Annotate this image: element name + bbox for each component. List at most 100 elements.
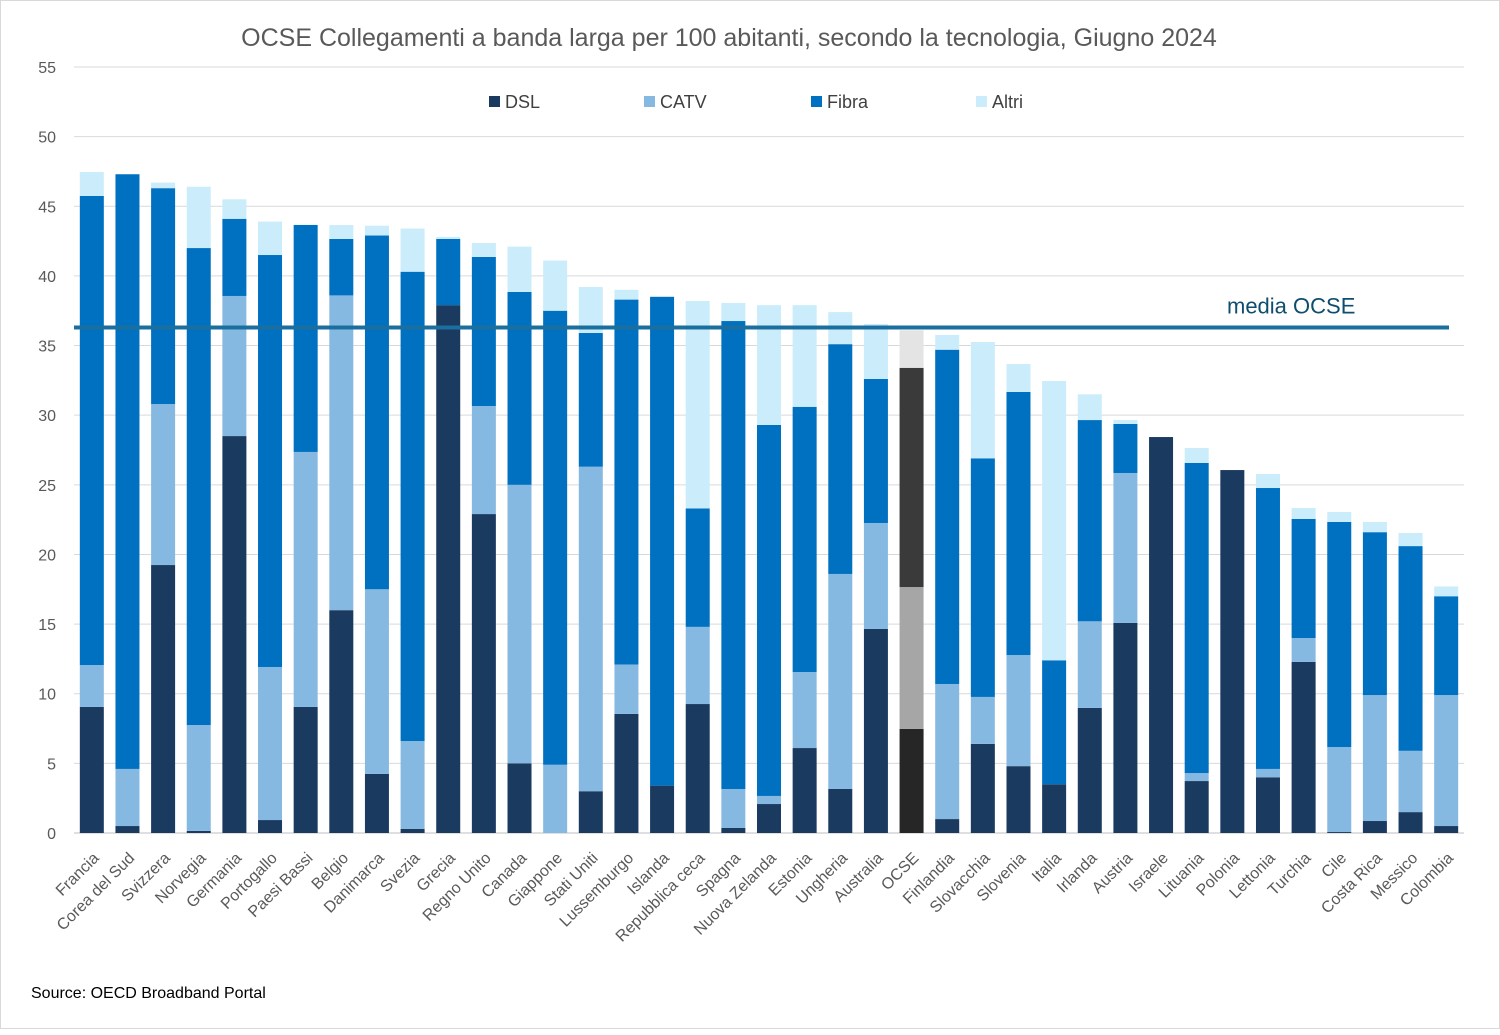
bar-segment-dsl bbox=[792, 748, 817, 833]
bar-segment-catv bbox=[614, 664, 639, 714]
legend-swatch-catv bbox=[644, 96, 655, 107]
bar-segment-dsl bbox=[899, 728, 924, 833]
bar-segment-dsl bbox=[400, 828, 425, 833]
bar-segment-fibra bbox=[1434, 596, 1459, 696]
bar-segment-dsl bbox=[1184, 781, 1209, 833]
bar-segment-fibra bbox=[828, 344, 853, 574]
bar-segment-altri bbox=[935, 334, 960, 350]
bar-segment-altri bbox=[1113, 420, 1138, 424]
bar-segment-altri bbox=[507, 246, 532, 292]
legend-label-fibra: Fibra bbox=[827, 92, 869, 112]
bar-segment-altri bbox=[970, 342, 995, 459]
bar-segment-dsl bbox=[115, 826, 140, 833]
bar-segment-catv bbox=[329, 295, 354, 611]
bar-segment-fibra bbox=[650, 296, 675, 786]
bar-segment-fibra bbox=[1006, 391, 1031, 656]
bar-segment-altri bbox=[685, 300, 710, 509]
bar-segment-altri bbox=[1327, 511, 1352, 523]
bar-segment-altri bbox=[1398, 533, 1423, 547]
bar-segment-fibra bbox=[721, 321, 746, 789]
bar-segment-catv bbox=[1113, 472, 1138, 623]
bar-segment-dsl bbox=[757, 804, 781, 833]
bar-segment-altri bbox=[578, 287, 603, 334]
bar-segment-altri bbox=[863, 323, 888, 379]
bar-segment-fibra bbox=[685, 508, 710, 627]
y-tick-label: 15 bbox=[38, 617, 56, 634]
bar-segment-catv bbox=[863, 522, 888, 629]
y-tick-label: 25 bbox=[38, 478, 56, 495]
bar-segment-dsl bbox=[1327, 832, 1352, 833]
bar-segment-dsl bbox=[436, 305, 461, 833]
bar-segment-altri bbox=[757, 305, 781, 425]
bar-segment-fibra bbox=[1291, 518, 1316, 639]
source-note: Source: OECD Broadband Portal bbox=[31, 985, 266, 1002]
bar-segment-fibra bbox=[1327, 522, 1352, 748]
bar-segment-catv bbox=[828, 573, 853, 789]
bar-segment-catv bbox=[471, 405, 496, 515]
bar-segment-fibra bbox=[1184, 462, 1209, 774]
bar-segment-catv bbox=[151, 404, 176, 566]
bar-segment-altri bbox=[400, 228, 425, 272]
bar-segment-fibra bbox=[400, 271, 425, 742]
bar-segment-catv bbox=[258, 666, 283, 821]
bar-segment-altri bbox=[1291, 507, 1316, 519]
bar-segment-fibra bbox=[863, 378, 888, 523]
bar-segment-dsl bbox=[1362, 821, 1387, 833]
y-tick-label: 50 bbox=[38, 130, 56, 147]
bar-segment-dsl bbox=[685, 704, 710, 833]
bar-segment-altri bbox=[899, 330, 924, 368]
bar-segment-dsl bbox=[1398, 812, 1423, 833]
bar-segment-fibra bbox=[792, 406, 817, 673]
bar-segment-fibra bbox=[471, 256, 496, 406]
bar-segment-fibra bbox=[258, 255, 283, 667]
bar-segment-catv bbox=[1327, 747, 1352, 833]
bar-segment-fibra bbox=[186, 248, 211, 726]
bar-segment-dsl bbox=[1434, 826, 1459, 833]
bar-segment-catv bbox=[1077, 621, 1102, 708]
bar-segment-catv bbox=[721, 788, 746, 828]
bar-segment-dsl bbox=[935, 819, 960, 833]
bar-segment-dsl bbox=[614, 713, 639, 833]
bar-segment-dsl bbox=[1113, 622, 1138, 833]
bar-segment-altri bbox=[1006, 364, 1031, 392]
y-tick-label: 40 bbox=[38, 269, 56, 286]
bar-segment-altri bbox=[258, 221, 283, 256]
bar-segment-dsl bbox=[1291, 661, 1316, 833]
bar-segment-dsl bbox=[578, 791, 603, 833]
bar-segment-catv bbox=[115, 768, 140, 827]
bar-segment-altri bbox=[1077, 394, 1102, 421]
bar-segment-catv bbox=[899, 587, 924, 729]
legend-label-dsl: DSL bbox=[505, 92, 540, 112]
y-axis-ticks: 0 5 10 15 20 25 30 35 40 45 50 55 bbox=[38, 60, 56, 843]
bar-segment-altri bbox=[1184, 448, 1209, 463]
bar-segment-fibra bbox=[1077, 420, 1102, 622]
bar-segment-altri bbox=[614, 289, 639, 300]
bar-segment-catv bbox=[935, 683, 960, 820]
legend-swatch-altri bbox=[976, 96, 987, 107]
bar-segment-dsl bbox=[329, 610, 354, 833]
bar-segment-dsl bbox=[507, 763, 532, 833]
bar-segment-dsl bbox=[1255, 777, 1280, 833]
bar-segment-dsl bbox=[1077, 707, 1102, 833]
bar-segment-fibra bbox=[578, 333, 603, 467]
bar-segment-dsl bbox=[471, 514, 496, 833]
bar-segment-catv bbox=[1006, 655, 1031, 767]
bar-segment-fibra bbox=[151, 188, 176, 405]
bar-segment-altri bbox=[1434, 586, 1459, 597]
bar-segment-catv bbox=[79, 665, 104, 707]
bar-segment-catv bbox=[1255, 768, 1280, 778]
y-tick-label: 0 bbox=[47, 826, 56, 843]
y-tick-label: 35 bbox=[38, 339, 56, 356]
bar-segment-dsl bbox=[186, 830, 211, 833]
bar-segment-dsl bbox=[721, 827, 746, 833]
bar-segment-fibra bbox=[970, 458, 995, 697]
bar-segment-fibra bbox=[364, 235, 389, 590]
bar-segment-catv bbox=[222, 295, 247, 437]
bar-segment-fibra bbox=[614, 299, 639, 665]
y-tick-label: 55 bbox=[38, 60, 56, 77]
bar-segment-altri bbox=[151, 182, 176, 189]
bar-segment-catv bbox=[757, 795, 781, 805]
bar-segment-dsl bbox=[1042, 784, 1067, 833]
